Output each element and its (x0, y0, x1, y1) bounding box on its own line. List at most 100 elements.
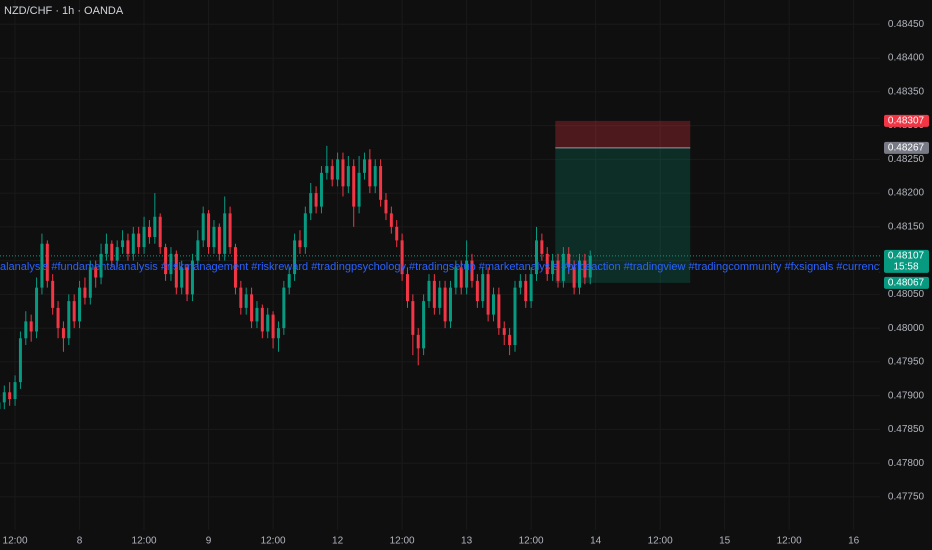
candle-body (325, 166, 329, 173)
candle-body (314, 193, 318, 207)
candle-body (465, 260, 469, 288)
x-tick-label: 12:00 (390, 536, 415, 547)
candle-body (13, 382, 17, 400)
candle-body (341, 159, 345, 187)
candle-body (255, 307, 259, 322)
price-tag-box (884, 141, 929, 154)
candle-body (481, 274, 485, 302)
candle-body (29, 321, 33, 332)
candle-body (67, 301, 71, 339)
candle-body (104, 243, 108, 254)
position-tool (0, 120, 880, 283)
candle-body (400, 240, 404, 275)
candle-body (389, 213, 393, 227)
price-tag-label: 0.48307 (888, 115, 925, 126)
candle-body (282, 287, 286, 329)
candle-body (174, 253, 178, 288)
y-tick-label: 0.48450 (888, 19, 925, 30)
candle-body (432, 280, 436, 308)
candle-body (293, 240, 297, 275)
candle-body (169, 253, 173, 275)
candle-body (142, 226, 146, 248)
y-tick-label: 0.48000 (888, 323, 925, 334)
candle-body (180, 267, 184, 288)
candle-body (551, 260, 555, 275)
candle-body (35, 287, 39, 332)
candle-body (196, 240, 200, 261)
candle-body (572, 267, 576, 288)
candle-body (266, 314, 270, 332)
candle-body (513, 287, 517, 346)
candle-body (88, 267, 92, 298)
candle-body (588, 255, 592, 278)
x-tick-label: 12:00 (777, 536, 802, 547)
candle-body (524, 280, 528, 302)
candle-body (470, 260, 474, 281)
candle-body (357, 172, 361, 207)
candle-body (61, 328, 65, 339)
y-tick-label: 0.48400 (888, 53, 925, 64)
price-tag-label: 0.48067 (888, 278, 925, 289)
candle-body (158, 216, 162, 248)
target-zone (555, 147, 691, 283)
candle-body (556, 260, 560, 281)
x-tick-label: 15 (719, 536, 731, 547)
candle-body (40, 243, 44, 288)
candle-body (373, 166, 377, 187)
y-tick-label: 0.48250 (888, 154, 925, 165)
candle-body (137, 233, 141, 248)
y-tick-label: 0.48050 (888, 289, 925, 300)
grid (0, 0, 880, 530)
candle-body (443, 287, 447, 322)
candle-body (508, 334, 512, 346)
candle-body (545, 253, 549, 275)
candle-body (287, 274, 291, 288)
candle-body (497, 294, 501, 329)
y-tick-label: 0.47750 (888, 492, 925, 503)
candle-body (121, 240, 125, 248)
candle-body (2, 392, 6, 403)
candle-body (384, 199, 388, 214)
candle-body (233, 247, 237, 288)
candle-body (72, 301, 76, 322)
candle-body (475, 280, 479, 302)
candle-body (239, 287, 243, 308)
candle-body (99, 253, 103, 278)
candle-body (438, 287, 442, 308)
candle-body (190, 260, 194, 295)
candle-body (94, 267, 98, 278)
candle-body (534, 240, 538, 275)
candle-body (459, 267, 463, 288)
candle-body (362, 159, 366, 173)
y-tick-label: 0.47850 (888, 424, 925, 435)
candle-body (454, 267, 458, 288)
candle-body (83, 287, 87, 298)
hashtag-annotation: alanalysis #fundamentalanalysis #riskman… (0, 261, 932, 273)
candle-body (228, 213, 232, 248)
candle-body (260, 307, 264, 332)
candle-body (164, 247, 168, 275)
candle-body (336, 159, 340, 180)
candle-body (540, 240, 544, 254)
candle-body (110, 243, 114, 261)
candle-body (352, 166, 356, 207)
price-tag-box (884, 114, 929, 127)
stop-zone (555, 120, 691, 148)
candle-body (416, 334, 420, 349)
x-tick-label: 16 (848, 536, 860, 547)
countdown-label: 15:58 (893, 262, 918, 273)
axes: 0.484500.484000.483500.483000.482500.482… (3, 19, 929, 547)
candle-body (427, 280, 431, 302)
x-tick-label: 12:00 (132, 536, 157, 547)
candle-body (309, 193, 313, 214)
candle-body (395, 226, 399, 241)
x-tick-label: 12:00 (519, 536, 544, 547)
candle-body (56, 307, 60, 329)
candle-body (303, 213, 307, 248)
candle-body (78, 287, 82, 322)
x-tick-label: 13 (461, 536, 473, 547)
y-tick-label: 0.47950 (888, 357, 925, 368)
candle-body (448, 287, 452, 322)
candle-body (379, 166, 383, 200)
